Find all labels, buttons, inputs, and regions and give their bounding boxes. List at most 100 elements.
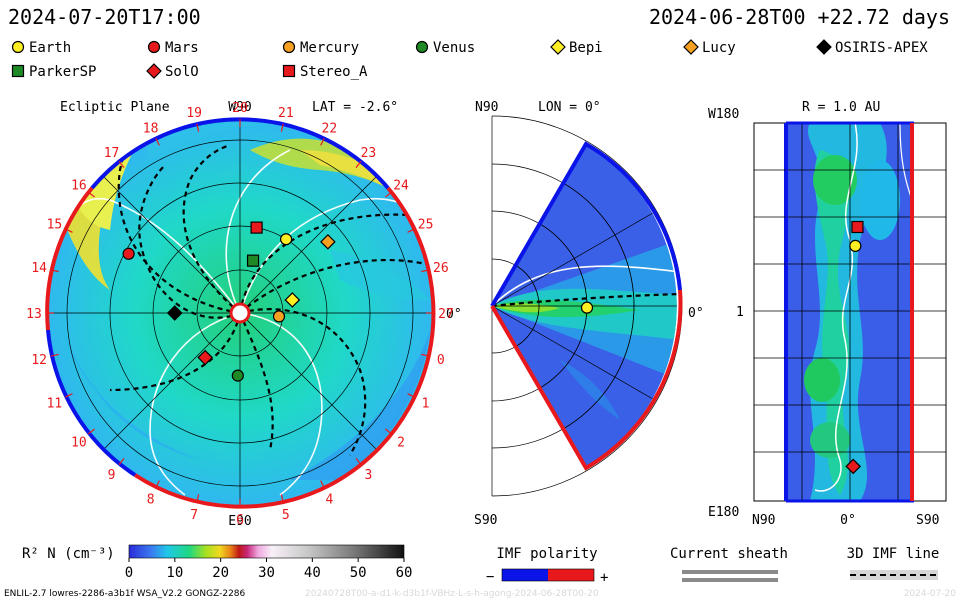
colorbar-tick-label-10: 10 — [166, 565, 183, 581]
colorbar-tick-label-30: 30 — [258, 565, 275, 581]
rotation-label-20: 20 — [232, 101, 248, 116]
rotation-label-19: 19 — [186, 106, 202, 121]
rotation-label-3: 3 — [365, 468, 373, 483]
rotation-tick-22 — [320, 137, 325, 146]
ecliptic-lucy-marker — [320, 233, 336, 250]
rotation-tick-9 — [118, 458, 125, 466]
rotation-label-18: 18 — [143, 121, 159, 136]
imf-line-title: 3D IMF line — [847, 546, 940, 562]
legend-mars-label: Mars — [165, 40, 199, 56]
colorbar-tick-label-50: 50 — [350, 565, 367, 581]
rotation-label-21: 21 — [278, 106, 294, 121]
rotation-tick-10 — [87, 428, 95, 435]
legend-osiris-apex-marker — [816, 39, 832, 55]
rotation-tick-16 — [87, 191, 95, 198]
sun-marker — [229, 302, 251, 324]
rotation-label-9: 9 — [108, 468, 116, 483]
meridional-right-label: 0° — [688, 306, 704, 321]
ecliptic-bepi-marker — [284, 292, 301, 308]
rotation-label-14: 14 — [31, 261, 47, 276]
rotation-label-7: 7 — [190, 508, 198, 523]
footer-date: 2024-07-20 — [904, 589, 957, 599]
object-legend: Earth Mars Mercury Venus Bepi Lucy OSIRIS-APEX… — [11, 39, 928, 80]
imf-minus-label: − — [486, 569, 494, 585]
rotation-tick-11 — [64, 393, 73, 398]
carrington-rotation-labels: 20 21222324252627012345678910111213141516… — [26, 101, 454, 528]
legend-mars-marker — [147, 40, 161, 54]
legend-osiris-apex-label: OSIRIS-APEX — [835, 40, 928, 56]
r1au-objects — [845, 220, 864, 475]
r1au-x-right: S90 — [916, 513, 939, 528]
ecliptic-earth-marker — [280, 233, 293, 246]
rotation-tick-3 — [355, 458, 362, 466]
rotation-tick-25 — [407, 228, 416, 233]
r1au-y-bottom: E180 — [708, 505, 739, 520]
rotation-tick-5 — [280, 494, 284, 503]
ecliptic-mars-marker — [122, 247, 135, 260]
footer-run-info: ENLIL-2.7 lowres-2286-a3b1f WSA_V2.2 GON… — [4, 589, 246, 599]
rotation-tick-8 — [155, 480, 160, 489]
rotation-label-17: 17 — [104, 146, 120, 161]
r1au-x-left: N90 — [752, 513, 775, 528]
rotation-label-26: 26 — [433, 261, 449, 276]
ecliptic-osiris-apex-marker — [166, 305, 183, 321]
ref-time: 2024-06-28T00 +22.72 days — [649, 5, 950, 29]
colorbar: R² N (cm⁻³) 0 10 20 30 40 50 60 — [22, 544, 412, 581]
meridional-panel: N90 LON = 0° S90 0° — [474, 100, 704, 528]
rotation-tick-23 — [355, 160, 362, 168]
rotation-tick-1 — [407, 393, 416, 398]
colorbar-tick-label-20: 20 — [212, 565, 229, 581]
imf-negative-swatch — [502, 569, 548, 581]
legend-lucy-label: Lucy — [702, 40, 736, 56]
rotation-tick-15 — [64, 228, 73, 233]
ecliptic-panel: Ecliptic Plane LAT = -2.6° W90 E90 0° — [26, 100, 461, 529]
r1au-y-mid: 1 — [736, 305, 744, 320]
ecliptic-objects — [122, 221, 336, 382]
rotation-label-11: 11 — [47, 396, 63, 411]
colorbar-tick-label-40: 40 — [304, 565, 321, 581]
ecliptic-venus-marker — [231, 369, 244, 382]
rotation-tick-24 — [385, 191, 393, 198]
legend-venus-marker — [415, 40, 429, 54]
rotation-tick-19 — [196, 123, 200, 132]
legend-venus-label: Venus — [433, 40, 475, 56]
ecliptic-title: Ecliptic Plane — [60, 100, 170, 115]
legend-parkersp-label: ParkerSP — [29, 64, 96, 80]
ecliptic-bottom-label: E90 — [228, 514, 251, 529]
rotation-tick-17 — [118, 160, 125, 168]
legend-bepi-label: Bepi — [569, 40, 603, 56]
legend-stereo-a-marker — [282, 64, 296, 78]
meridional-title: LON = 0° — [538, 100, 601, 115]
meridional-bottom-label: S90 — [474, 513, 497, 528]
footer-run-path: 20240728T00-a-d1-k-d3b1f-VBHz-L-s-h-agon… — [305, 589, 599, 599]
rotation-label-1: 1 — [422, 396, 430, 411]
rotation-tick-12 — [50, 353, 59, 357]
legend-solo-marker — [146, 63, 162, 79]
rotation-label-25: 25 — [418, 218, 434, 233]
meridional-earth-marker — [580, 301, 594, 314]
ecliptic-solo-marker — [197, 349, 214, 366]
rotation-label-13: 13 — [26, 307, 42, 322]
rotation-label-23: 23 — [361, 146, 377, 161]
legend-mercury-marker — [282, 40, 296, 54]
r1au-density-map — [786, 123, 914, 501]
rotation-tick-21 — [280, 123, 284, 132]
rotation-label-6: 6 — [236, 513, 244, 528]
legend-lucy-marker — [683, 39, 699, 55]
colorbar-ticks: 0 10 20 30 40 50 60 — [125, 558, 412, 581]
imf-line-legend: 3D IMF line — [847, 546, 940, 580]
rotation-label-24: 24 — [393, 179, 409, 194]
rotation-label-12: 12 — [31, 353, 47, 368]
rotation-label-22: 22 — [322, 121, 338, 136]
r1au-stereo-a-marker — [851, 220, 864, 234]
legend-earth-label: Earth — [29, 40, 71, 56]
legend-mercury-label: Mercury — [300, 40, 359, 56]
ecliptic-lat-label: LAT = -2.6° — [312, 100, 398, 115]
rotation-tick-4 — [320, 480, 325, 489]
ecliptic-stereo-a-marker — [250, 221, 263, 234]
legend-earth-marker — [11, 40, 25, 54]
imf-polarity-title: IMF polarity — [496, 546, 597, 562]
colorbar-tick-label-0: 0 — [125, 565, 133, 581]
rotation-tick-0 — [421, 353, 430, 357]
r1au-title: R = 1.0 AU — [802, 100, 880, 115]
